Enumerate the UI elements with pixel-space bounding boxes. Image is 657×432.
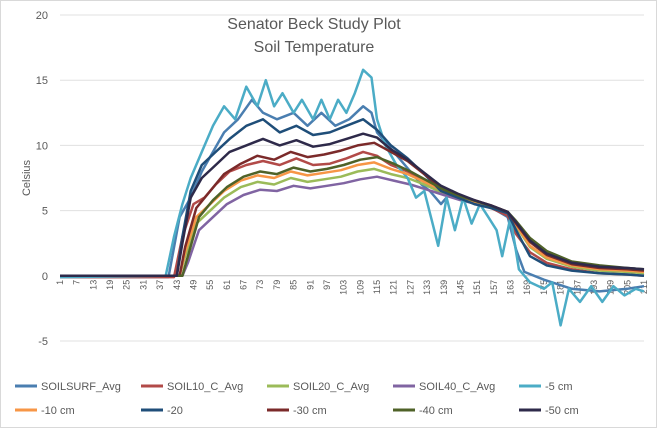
series-line — [60, 155, 645, 278]
legend-label: -50 cm — [545, 405, 579, 417]
x-tick-label: 1 — [55, 280, 65, 285]
x-tick-label: 31 — [138, 280, 148, 290]
series-line — [60, 118, 645, 278]
legend-label: -40 cm — [419, 405, 453, 417]
x-tick-label: 199 — [606, 280, 616, 295]
plot-area — [59, 68, 645, 327]
x-tick-label: 145 — [455, 280, 465, 295]
x-tick-label: 49 — [188, 280, 198, 290]
legend-label: SOILSURF_Avg — [41, 381, 121, 393]
x-tick-label: 67 — [239, 280, 249, 290]
x-tick-label: 13 — [88, 280, 98, 290]
x-tick-label: 19 — [105, 280, 115, 290]
x-tick-label: 181 — [556, 280, 566, 295]
x-tick-label: 193 — [589, 280, 599, 295]
x-tick-label: 121 — [389, 280, 399, 295]
x-tick-label: 37 — [155, 280, 165, 290]
x-tick-label: 133 — [422, 280, 432, 295]
y-tick-label: 0 — [42, 271, 48, 283]
x-tick-label: 169 — [522, 280, 532, 295]
y-tick-label: 10 — [36, 140, 48, 152]
x-tick-label: 43 — [172, 280, 182, 290]
x-tick-label: 109 — [355, 280, 365, 295]
legend-label: -5 cm — [545, 381, 573, 393]
y-tick-label: 20 — [36, 10, 48, 22]
x-tick-label: 73 — [255, 280, 265, 290]
y-axis-ticks: -5 0 5 10 15 20 — [36, 10, 48, 348]
x-tick-label: 163 — [506, 280, 516, 295]
series-line — [60, 132, 645, 278]
x-tick-label: 205 — [622, 280, 632, 295]
x-tick-label: 55 — [205, 280, 215, 290]
chart-title: Senator Beck Study Plot — [227, 16, 401, 33]
y-tick-label: 15 — [36, 75, 48, 87]
x-tick-label: 97 — [322, 280, 332, 290]
x-tick-label: 85 — [289, 280, 299, 290]
legend-label: -20 — [167, 405, 183, 417]
x-axis-ticks: 1 7 13 19 25 31 37 43 49 55 61 67 73 79 85 91 97 103 109 11… — [55, 280, 649, 295]
x-tick-label: 25 — [122, 280, 132, 290]
x-tick-label: 103 — [339, 280, 349, 295]
x-tick-label: 127 — [405, 280, 415, 295]
y-tick-label: -5 — [38, 336, 48, 348]
x-tick-label: 115 — [372, 280, 382, 294]
legend-label: -30 cm — [293, 405, 327, 417]
x-tick-label: 151 — [472, 280, 482, 295]
x-tick-label: 61 — [222, 280, 232, 290]
chart-subtitle: Soil Temperature — [254, 39, 375, 56]
x-tick-label: 157 — [489, 280, 499, 295]
x-tick-label: 91 — [305, 280, 315, 290]
y-axis-label: Celsius — [21, 159, 33, 196]
x-tick-label: 187 — [572, 280, 582, 295]
y-tick-label: 5 — [42, 206, 48, 218]
legend-label: SOIL10_C_Avg — [167, 381, 243, 393]
x-tick-label: 7 — [72, 280, 82, 285]
legend-label: -10 cm — [41, 405, 75, 417]
legend: SOILSURF_Avg SOIL10_C_Avg SOIL20_C_Avg SOIL… — [15, 381, 579, 417]
legend-label: SOIL40_C_Avg — [419, 381, 495, 393]
x-tick-label: 79 — [272, 280, 282, 290]
legend-label: SOIL20_C_Avg — [293, 381, 369, 393]
x-tick-label: 139 — [439, 280, 449, 295]
